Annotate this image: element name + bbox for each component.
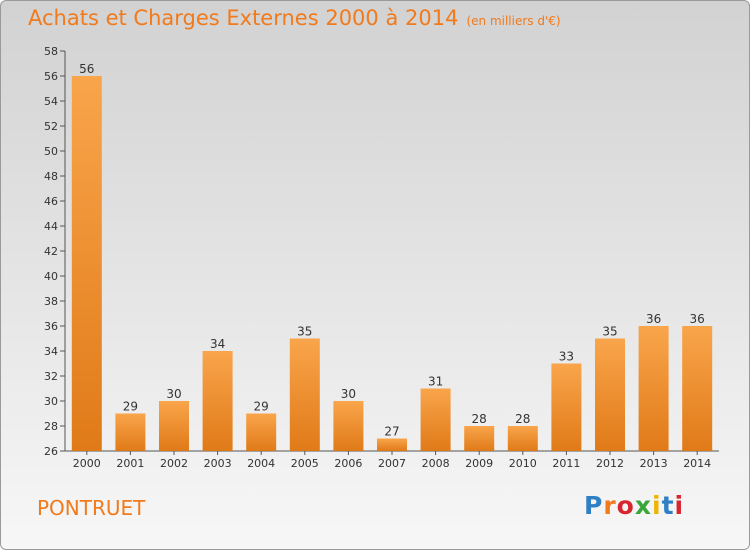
bar: [159, 401, 189, 451]
data-label: 33: [559, 350, 574, 364]
x-tick-label: 2001: [116, 457, 144, 470]
data-label: 30: [166, 387, 181, 401]
x-tick-label: 2000: [73, 457, 101, 470]
x-tick-label: 2012: [596, 457, 624, 470]
x-tick-label: 2013: [640, 457, 668, 470]
logo-letter: i: [652, 491, 662, 520]
y-tick-label: 36: [44, 320, 58, 333]
bar: [289, 338, 320, 451]
bar: [202, 351, 233, 451]
data-label: 29: [254, 400, 269, 414]
x-tick-label: 2005: [291, 457, 319, 470]
data-label: 34: [210, 337, 225, 351]
data-label: 29: [123, 400, 138, 414]
chart-unit: (en milliers d'€): [466, 14, 561, 28]
y-tick-label: 52: [44, 120, 58, 133]
logo-letter: x: [634, 491, 652, 520]
bar: [333, 401, 364, 451]
logo-letter: o: [616, 491, 635, 520]
bar: [464, 426, 495, 451]
data-label: 36: [690, 312, 705, 326]
commune-name: PONTRUET: [37, 496, 146, 520]
data-label: 28: [472, 412, 487, 426]
x-tick-label: 2002: [160, 457, 188, 470]
data-label: 27: [384, 425, 399, 439]
y-tick-label: 54: [44, 95, 58, 108]
data-label: 35: [602, 325, 617, 339]
logo-letter: P: [584, 491, 604, 520]
x-tick-label: 2008: [422, 457, 450, 470]
x-tick-label: 2009: [465, 457, 493, 470]
logo-letter: r: [603, 491, 617, 520]
y-tick-label: 28: [44, 420, 58, 433]
x-tick-label: 2010: [509, 457, 537, 470]
logo-letter: t: [661, 491, 675, 520]
y-tick-label: 32: [44, 370, 58, 383]
bar: [420, 388, 451, 451]
y-tick-label: 48: [44, 170, 58, 183]
bar: [246, 413, 277, 451]
y-tick-label: 50: [44, 145, 58, 158]
y-tick-label: 30: [44, 395, 58, 408]
chart-title: Achats et Charges Externes 2000 à 2014: [28, 6, 459, 30]
data-label: 36: [646, 312, 661, 326]
x-tick-label: 2003: [204, 457, 232, 470]
y-tick-label: 42: [44, 245, 58, 258]
bar: [115, 413, 146, 451]
x-tick-label: 2004: [247, 457, 275, 470]
y-tick-label: 58: [44, 45, 58, 58]
data-label: 28: [515, 412, 530, 426]
logo-letter: i: [674, 491, 685, 520]
y-tick-label: 56: [44, 70, 58, 83]
proxiti-logo: Proxiti: [584, 491, 684, 520]
data-label: 35: [297, 325, 312, 339]
x-tick-label: 2011: [552, 457, 580, 470]
y-tick-label: 40: [44, 270, 58, 283]
data-label: 56: [79, 62, 94, 76]
bar: [71, 76, 102, 451]
y-tick-label: 34: [44, 345, 58, 358]
x-tick-label: 2006: [334, 457, 362, 470]
bar: [595, 338, 625, 451]
data-label: 31: [428, 375, 443, 389]
data-label: 30: [341, 387, 356, 401]
bar: [507, 426, 538, 451]
y-tick-label: 38: [44, 295, 58, 308]
bar: [638, 326, 669, 451]
y-tick-label: 44: [44, 220, 58, 233]
bar: [377, 438, 407, 451]
y-tick-label: 26: [44, 445, 58, 458]
x-tick-label: 2007: [378, 457, 406, 470]
chart-title-line: Achats et Charges Externes 2000 à 2014 (e…: [28, 6, 561, 30]
x-tick-label: 2014: [683, 457, 711, 470]
bar: [682, 326, 713, 451]
bar: [551, 363, 582, 451]
y-tick-label: 46: [44, 195, 58, 208]
